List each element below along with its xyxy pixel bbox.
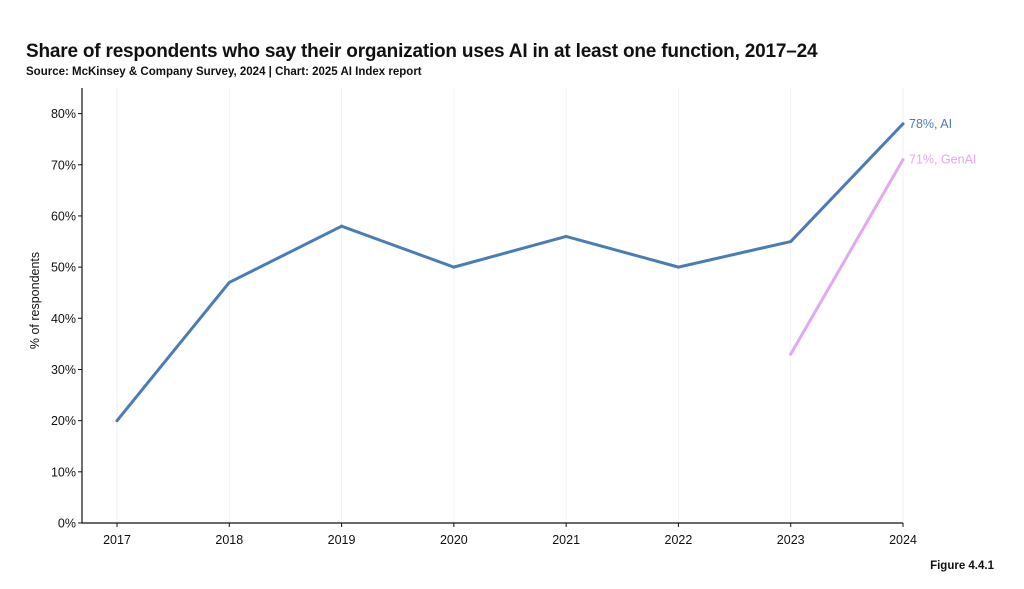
x-tick-label: 2017 (103, 533, 131, 547)
y-tick-label: 0% (58, 517, 76, 531)
y-tick-label: 20% (51, 414, 76, 428)
x-tick-label: 2021 (552, 533, 580, 547)
x-tick-label: 2018 (215, 533, 243, 547)
x-tick-label: 2020 (440, 533, 468, 547)
figure-label: Figure 4.4.1 (930, 560, 994, 572)
data-point-ai (340, 224, 344, 228)
y-tick-label: 50% (51, 261, 76, 275)
x-tick-label: 2019 (328, 533, 356, 547)
data-point-genai (789, 352, 793, 356)
series-line-ai (115, 122, 905, 423)
data-point-ai (789, 240, 793, 244)
data-point-ai (901, 122, 905, 126)
y-tick-label: 30% (51, 363, 76, 377)
x-tick-label: 2023 (777, 533, 805, 547)
y-tick-label: 60% (51, 209, 76, 223)
x-tick-label: 2024 (889, 533, 917, 547)
data-point-ai (115, 419, 119, 423)
series-lines (115, 122, 905, 423)
end-label-ai: 78%, AI (909, 117, 952, 131)
data-point-ai (676, 265, 680, 269)
data-point-ai (227, 280, 231, 284)
end-label-genai: 71%, GenAI (909, 153, 976, 167)
data-point-genai (901, 158, 905, 162)
chart-title: Share of respondents who say their organ… (26, 41, 818, 62)
y-tick-label: 10% (51, 465, 76, 479)
gridlines (116, 88, 904, 523)
data-labels: 78%, AI 71%, GenAI (909, 117, 976, 167)
data-point-ai (564, 234, 568, 238)
chart-subtitle: Source: McKinsey & Company Survey, 2024 … (26, 66, 422, 78)
series-line-genai (789, 158, 905, 356)
data-point-ai (452, 265, 456, 269)
y-axis-title: % of respondents (28, 252, 42, 349)
y-tick-label: 40% (51, 312, 76, 326)
x-tick-label: 2022 (665, 533, 693, 547)
y-tick-label: 80% (51, 107, 76, 121)
y-tick-label: 70% (51, 158, 76, 172)
axes: 0% 10% 20% 30% 40% 50% 60% 70% 80% 2017 2018 2019 20… (28, 88, 917, 547)
